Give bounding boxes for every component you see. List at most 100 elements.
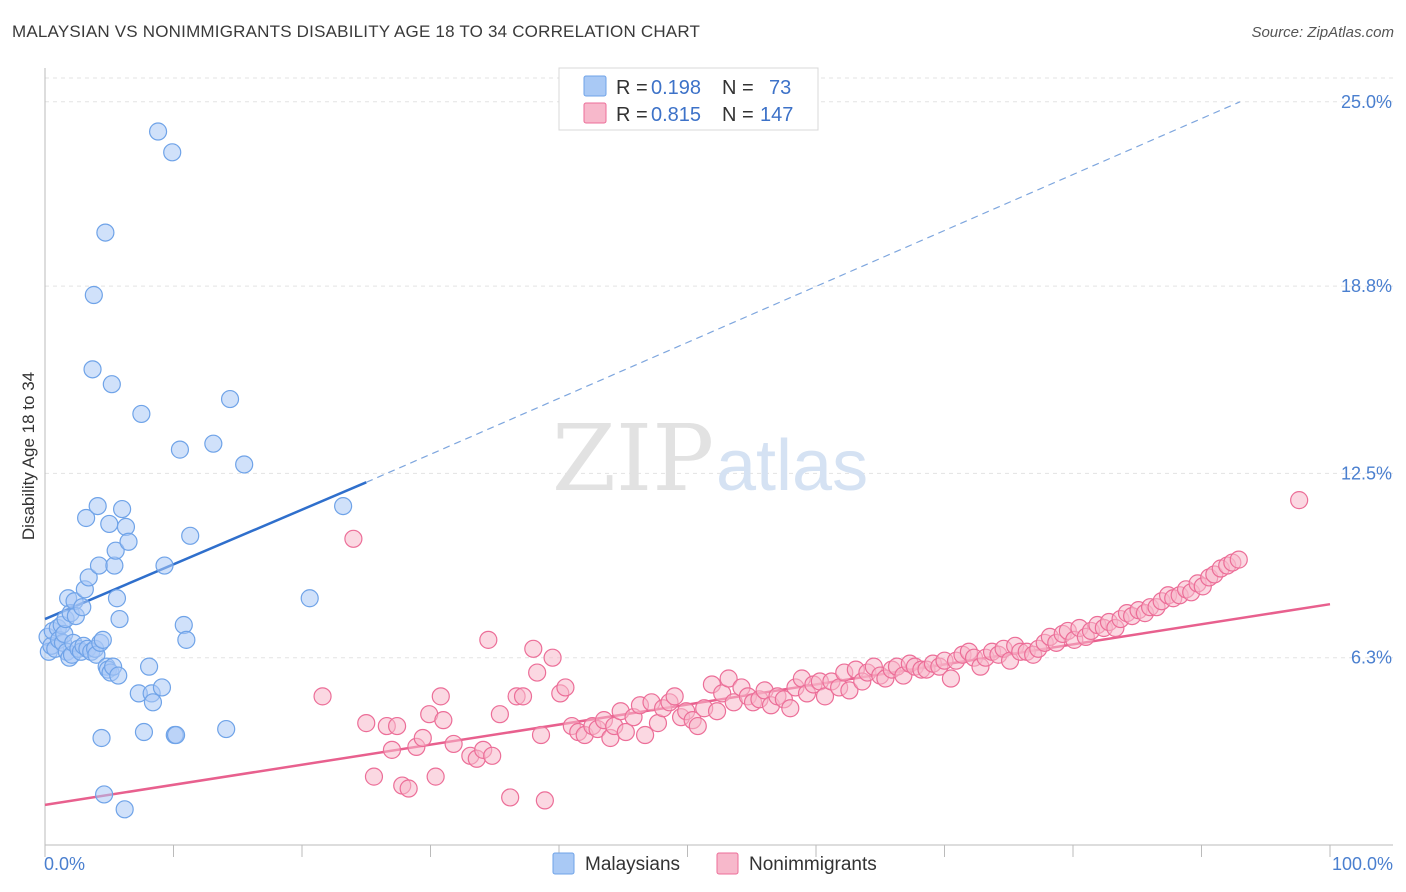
x-tick-label: 100.0% — [1332, 854, 1393, 874]
data-point — [531, 725, 551, 745]
data-point — [501, 788, 520, 807]
data-point — [89, 556, 109, 575]
data-point — [556, 678, 575, 697]
legend-swatch-nonimmigrants — [583, 102, 607, 124]
data-point — [100, 514, 119, 534]
data-point — [313, 687, 332, 706]
tick-labels: 6.3% 12.5% 18.8% 25.0% 0.0% 100.0% — [44, 92, 1393, 874]
data-point — [155, 556, 174, 575]
watermark-atlas: atlas — [716, 426, 868, 506]
data-point — [181, 526, 200, 545]
data-point — [79, 568, 98, 587]
grid-lines — [45, 77, 1393, 659]
data-point — [840, 681, 859, 700]
legend-n-label: N = — [722, 104, 754, 126]
legend-bottom-swatch-nonimmigrants — [716, 852, 739, 875]
data-point — [364, 767, 384, 786]
data-point — [106, 541, 125, 560]
y-tick-label: 12.5% — [1341, 463, 1392, 483]
source-label: Source: ZipAtlas.com — [1251, 24, 1394, 41]
data-point — [115, 800, 134, 819]
y-tick-label: 6.3% — [1351, 648, 1392, 668]
data-point — [413, 728, 432, 748]
data-point — [483, 746, 502, 765]
data-point — [543, 648, 562, 667]
chart-title: MALAYSIAN VS NONIMMIGRANTS DISABILITY AG… — [12, 22, 701, 41]
data-point — [528, 663, 547, 682]
data-point — [92, 728, 111, 748]
data-point — [616, 722, 635, 742]
data-point — [444, 734, 463, 754]
data-point — [77, 508, 96, 528]
legend-r-value: 0.815 — [651, 104, 701, 126]
data-point — [88, 496, 107, 516]
data-point — [152, 678, 172, 697]
data-point — [431, 687, 450, 706]
data-point — [143, 693, 163, 712]
data-point — [387, 716, 407, 736]
data-point — [513, 687, 533, 706]
trend-line-extension — [366, 101, 1241, 483]
legend-swatch-malaysians — [583, 75, 607, 97]
data-point — [112, 499, 132, 519]
data-point — [84, 285, 103, 305]
data-point — [109, 666, 128, 685]
data-point — [174, 615, 193, 635]
legend-n-value: 73 — [769, 77, 791, 99]
data-point — [426, 767, 445, 786]
data-point — [434, 711, 453, 730]
data-point — [665, 687, 684, 706]
data-point — [635, 725, 655, 745]
watermark-zip: ZIP — [552, 405, 714, 512]
axes — [44, 68, 1393, 857]
y-tick-label: 18.8% — [1341, 276, 1392, 296]
data-point — [95, 785, 114, 804]
data-point — [96, 223, 115, 242]
legend-top: R = 0.198 N = 73 R = 0.815 N = 147 — [558, 67, 819, 131]
data-point — [300, 589, 319, 608]
data-point — [490, 705, 509, 724]
trend-line — [44, 481, 367, 621]
data-point — [941, 669, 961, 688]
data-point — [235, 455, 254, 474]
data-point — [781, 699, 800, 718]
legend-r-label: R = — [616, 77, 648, 99]
data-point — [220, 389, 240, 409]
data-point — [134, 722, 154, 742]
data-point — [204, 434, 223, 453]
data-points — [38, 122, 1309, 819]
data-point — [399, 779, 418, 798]
data-point — [344, 529, 363, 548]
data-point — [479, 630, 498, 649]
data-point — [110, 609, 129, 629]
data-point — [1229, 550, 1248, 569]
data-point — [524, 639, 543, 658]
data-point — [116, 517, 136, 537]
data-point — [707, 702, 727, 721]
data-point — [217, 719, 236, 739]
data-point — [148, 122, 168, 141]
data-point — [535, 791, 554, 810]
data-point — [719, 669, 738, 688]
data-point — [1290, 491, 1309, 510]
data-point — [163, 143, 182, 162]
legend-bottom-label-nonimmigrants: Nonimmigrants — [749, 854, 877, 875]
legend-r-value: 0.198 — [651, 77, 701, 99]
legend-bottom-swatch-malaysians — [552, 852, 575, 875]
data-point — [688, 716, 707, 736]
legend-bottom: Malaysians Nonimmigrants — [552, 852, 877, 875]
data-point — [132, 404, 151, 424]
data-point — [166, 725, 186, 745]
data-point — [139, 657, 159, 676]
data-point — [102, 375, 121, 394]
data-point — [357, 714, 376, 733]
y-axis-label: Disability Age 18 to 34 — [19, 372, 38, 540]
data-point — [177, 630, 196, 649]
data-point — [93, 630, 112, 649]
data-point — [73, 598, 92, 617]
x-tick-label: 0.0% — [44, 854, 85, 874]
legend-r-label: R = — [616, 104, 648, 126]
data-point — [170, 440, 190, 459]
legend-n-label: N = — [722, 77, 754, 99]
legend-n-value: 147 — [760, 104, 793, 126]
